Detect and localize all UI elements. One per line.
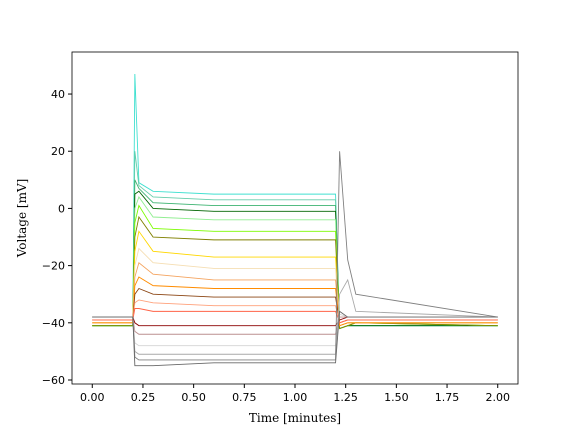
x-tick-label: 0.00 [80, 391, 105, 404]
y-tick-label: 40 [51, 88, 65, 101]
y-tick-label: −20 [42, 260, 65, 273]
x-tick-label: 0.50 [181, 391, 206, 404]
y-tick-label: 20 [51, 145, 65, 158]
trace [92, 190, 498, 330]
x-tick-label: 1.25 [333, 391, 358, 404]
x-tick-label: 0.25 [131, 391, 156, 404]
y-tick-label: −60 [42, 374, 65, 387]
x-tick-label: 1.75 [435, 391, 460, 404]
plot-frame [71, 51, 519, 385]
y-tick-label: 0 [58, 202, 65, 215]
trace [92, 247, 498, 327]
x-axis-label: Time [minutes] [249, 411, 341, 425]
trace [92, 310, 498, 367]
y-axis-label: Voltage [mV] [15, 179, 29, 259]
trace [92, 276, 498, 327]
x-tick-label: 0.75 [232, 391, 257, 404]
x-tick-label: 1.00 [283, 391, 308, 404]
trace [92, 204, 498, 330]
trace [92, 308, 498, 324]
trace [92, 151, 498, 361]
x-tick-label: 2.00 [485, 391, 510, 404]
x-tick-label: 1.50 [384, 391, 409, 404]
trace [92, 179, 498, 330]
y-tick-label: −40 [42, 317, 65, 330]
trace [92, 313, 498, 347]
trace [92, 74, 498, 330]
